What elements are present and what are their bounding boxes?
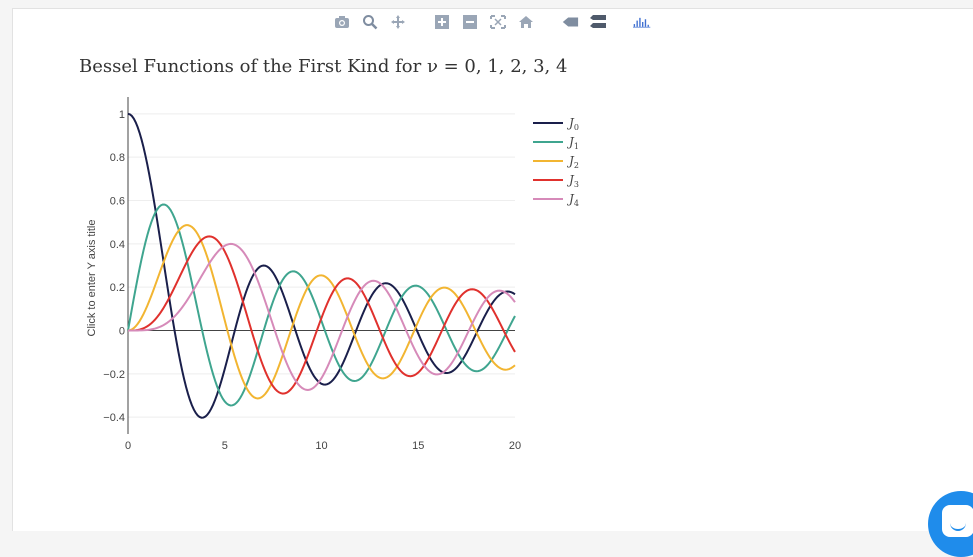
y-tick-label: 1 bbox=[119, 109, 125, 121]
pan-icon[interactable] bbox=[389, 13, 407, 31]
series-line-j1 bbox=[127, 203, 516, 407]
series-line-j2 bbox=[127, 224, 516, 400]
legend-label: J4 bbox=[566, 192, 579, 208]
y-tick-label: 0.6 bbox=[110, 196, 125, 208]
x-tick-label: 20 bbox=[509, 440, 521, 452]
series-lines bbox=[127, 112, 516, 419]
chart-frame: Bessel Functions of the First Kind for ν… bbox=[12, 8, 973, 557]
legend-label: J1 bbox=[566, 135, 579, 151]
y-tick-label: 0.2 bbox=[110, 282, 125, 294]
x-tick-label: 10 bbox=[315, 440, 327, 452]
y-tick-labels: −0.4 −0.2 0 0.2 0.4 0.6 0.8 1 bbox=[103, 109, 125, 424]
camera-icon[interactable] bbox=[333, 13, 351, 31]
spike-icon[interactable] bbox=[561, 13, 579, 31]
x-tick-label: 15 bbox=[412, 440, 424, 452]
y-axis-title[interactable]: Click to enter Y axis title bbox=[86, 220, 98, 337]
zoom-icon[interactable] bbox=[361, 13, 379, 31]
chat-icon bbox=[942, 505, 973, 537]
chart-title[interactable]: Bessel Functions of the First Kind for ν… bbox=[79, 56, 568, 77]
y-tick-label: 0.8 bbox=[110, 152, 125, 164]
y-tick-label: −0.4 bbox=[103, 412, 125, 424]
gridlines bbox=[128, 113, 515, 418]
modebar bbox=[333, 11, 651, 33]
y-tick-label: 0.4 bbox=[110, 239, 125, 251]
series-line-j4 bbox=[128, 242, 516, 391]
x-tick-label: 0 bbox=[125, 440, 131, 452]
autoscale-icon[interactable] bbox=[489, 13, 507, 31]
plotly-logo-icon[interactable] bbox=[633, 13, 651, 31]
legend-label: J2 bbox=[566, 154, 579, 170]
zoom-in-icon[interactable] bbox=[433, 13, 451, 31]
legend-label: J0 bbox=[566, 116, 579, 132]
y-tick-label: 0 bbox=[119, 326, 125, 338]
plot-area[interactable]: 0 5 10 15 20 −0.4 −0.2 0 0.2 0.4 0.6 0.8 1 Click to… bbox=[13, 9, 973, 531]
zoom-out-icon[interactable] bbox=[461, 13, 479, 31]
x-tick-label: 5 bbox=[222, 440, 228, 452]
x-tick-labels: 0 5 10 15 20 bbox=[125, 440, 521, 452]
legend: J0 J1 J2 J3 J4 bbox=[533, 116, 579, 208]
series-line-j0 bbox=[127, 112, 516, 419]
series-line-j3 bbox=[128, 235, 516, 395]
compare-icon[interactable] bbox=[589, 13, 607, 31]
legend-label: J3 bbox=[566, 173, 579, 189]
y-tick-label: −0.2 bbox=[103, 369, 125, 381]
home-icon[interactable] bbox=[517, 13, 535, 31]
